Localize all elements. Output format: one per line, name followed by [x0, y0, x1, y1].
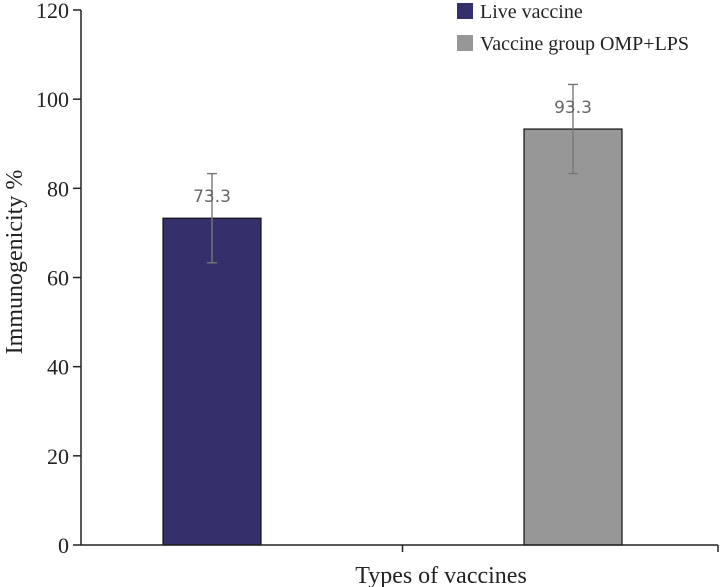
- y-tick-label: 80: [47, 176, 69, 201]
- y-axis-ticks: 0 20 40 60 80 100 120: [36, 0, 81, 558]
- y-tick-label: 40: [47, 355, 69, 380]
- y-tick-label: 20: [47, 444, 69, 469]
- y-tick-label: 100: [36, 87, 69, 112]
- data-label: 93.3: [554, 98, 592, 118]
- x-axis-title: Types of vaccines: [355, 563, 527, 587]
- data-labels: 73.3 93.3: [193, 98, 592, 207]
- y-tick-label: 0: [58, 533, 69, 558]
- bar: [162, 217, 262, 546]
- y-tick-label: 60: [47, 266, 69, 291]
- legend-label: Live vaccine: [480, 1, 583, 23]
- legend-label: Vaccine group OMP+LPS: [480, 33, 689, 55]
- data-label: 73.3: [193, 187, 231, 207]
- y-axis-title: Immunogenicity %: [2, 170, 28, 355]
- bars: [162, 128, 623, 546]
- y-tick-label: 120: [36, 0, 69, 23]
- bar: [523, 128, 623, 546]
- legend-swatch: [457, 35, 473, 51]
- legend-swatch: [457, 3, 473, 19]
- error-bars: [207, 83, 578, 264]
- legend: Live vaccine Vaccine group OMP+LPS: [457, 1, 689, 55]
